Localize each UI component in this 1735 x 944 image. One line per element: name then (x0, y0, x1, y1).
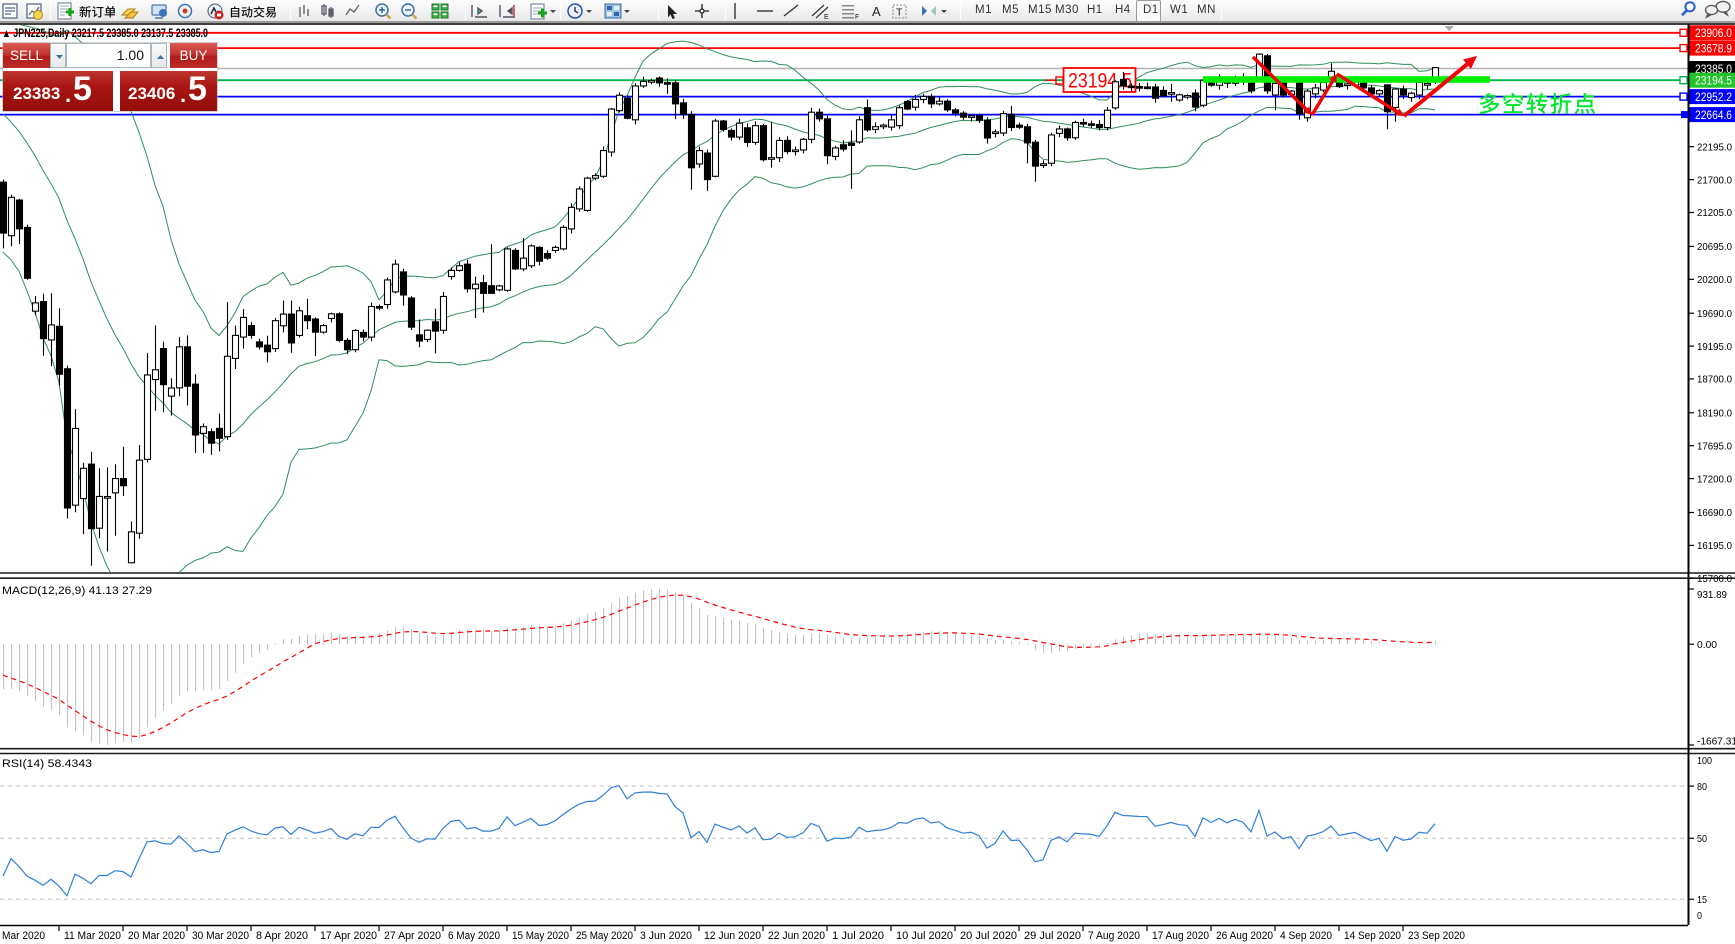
svg-text:10 Jul 2020: 10 Jul 2020 (896, 930, 953, 942)
svg-text:17 Aug 2020: 17 Aug 2020 (1152, 930, 1209, 942)
svg-text:22195.0: 22195.0 (1697, 141, 1732, 153)
svg-text:3 Jun 2020: 3 Jun 2020 (640, 930, 692, 942)
svg-text:16690.0: 16690.0 (1697, 507, 1732, 519)
svg-text:Mar 2020: Mar 2020 (2, 930, 45, 942)
svg-text:1 Jul 2020: 1 Jul 2020 (832, 930, 884, 942)
svg-text:17 Apr 2020: 17 Apr 2020 (320, 930, 377, 942)
svg-text:0: 0 (1697, 910, 1702, 922)
svg-text:22664.6: 22664.6 (1695, 110, 1732, 122)
svg-text:14 Sep 2020: 14 Sep 2020 (1344, 930, 1401, 942)
svg-text:23194.5: 23194.5 (1695, 76, 1732, 88)
svg-text:22 Jun 2020: 22 Jun 2020 (768, 930, 825, 942)
svg-text:15 May 2020: 15 May 2020 (512, 930, 569, 942)
svg-text:50: 50 (1697, 833, 1707, 845)
svg-text:0.00: 0.00 (1697, 639, 1717, 651)
svg-text:16195.0: 16195.0 (1697, 540, 1732, 552)
svg-text:A: A (872, 4, 881, 19)
svg-text:F: F (855, 14, 859, 21)
svg-text:100: 100 (1697, 755, 1712, 767)
svg-text:20695.0: 20695.0 (1697, 241, 1732, 253)
svg-text:18700.0: 18700.0 (1697, 374, 1732, 386)
svg-text:6 May 2020: 6 May 2020 (448, 930, 500, 942)
svg-text:21700.0: 21700.0 (1697, 174, 1732, 186)
svg-text:931.89: 931.89 (1697, 589, 1727, 601)
svg-text:8 Apr 2020: 8 Apr 2020 (256, 930, 308, 942)
svg-text:17200.0: 17200.0 (1697, 473, 1732, 485)
svg-text:-1667.31: -1667.31 (1697, 736, 1735, 748)
svg-text:30 Mar 2020: 30 Mar 2020 (192, 930, 249, 942)
svg-text:T: T (896, 7, 903, 19)
svg-text:RSI(14) 58.4343: RSI(14) 58.4343 (2, 758, 92, 770)
svg-text:27 Apr 2020: 27 Apr 2020 (384, 930, 441, 942)
svg-text:19690.0: 19690.0 (1697, 308, 1732, 320)
svg-text:20 Mar 2020: 20 Mar 2020 (128, 930, 185, 942)
svg-text:25 May 2020: 25 May 2020 (576, 930, 633, 942)
svg-text:22952.2: 22952.2 (1695, 92, 1732, 104)
svg-text:MACD(12,26,9) 41.13 27.29: MACD(12,26,9) 41.13 27.29 (2, 585, 152, 597)
svg-text:19195.0: 19195.0 (1697, 341, 1732, 353)
svg-text:4 Sep 2020: 4 Sep 2020 (1280, 930, 1332, 942)
svg-text:15: 15 (1697, 894, 1707, 906)
svg-text:18190.0: 18190.0 (1697, 408, 1732, 420)
svg-text:17695.0: 17695.0 (1697, 440, 1732, 452)
svg-text:20200.0: 20200.0 (1697, 274, 1732, 286)
svg-text:▲ JPN225,Daily 23217.5 23385.: ▲ JPN225,Daily 23217.5 23385.0 23137.5 2… (2, 28, 208, 40)
svg-text:20 Jul 2020: 20 Jul 2020 (960, 930, 1017, 942)
svg-text:11 Mar 2020: 11 Mar 2020 (64, 930, 121, 942)
svg-text:29 Jul 2020: 29 Jul 2020 (1024, 930, 1081, 942)
svg-text:23906.0: 23906.0 (1695, 28, 1732, 40)
svg-text:26 Aug 2020: 26 Aug 2020 (1216, 930, 1273, 942)
svg-text:15700.0: 15700.0 (1697, 573, 1732, 585)
svg-text:80: 80 (1697, 781, 1707, 793)
svg-text:7 Aug 2020: 7 Aug 2020 (1088, 930, 1140, 942)
svg-text:E: E (824, 14, 829, 21)
svg-text:23 Sep 2020: 23 Sep 2020 (1408, 930, 1465, 942)
svg-text:23678.9: 23678.9 (1695, 44, 1732, 56)
svg-text:12 Jun 2020: 12 Jun 2020 (704, 930, 761, 942)
svg-text:21205.0: 21205.0 (1697, 207, 1732, 219)
